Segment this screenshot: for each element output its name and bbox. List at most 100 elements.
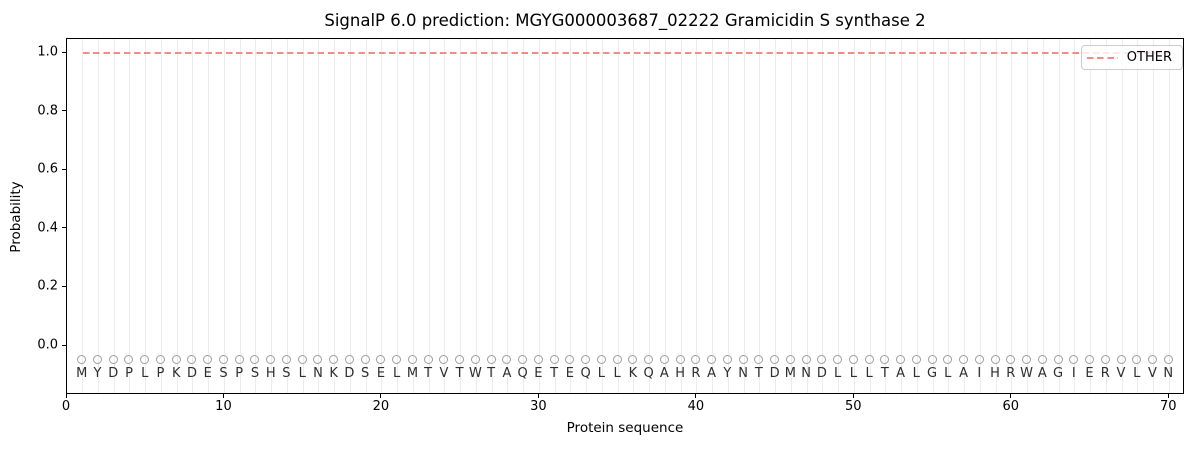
- residue-letter: S: [250, 366, 260, 382]
- legend-entry-label: OTHER: [1126, 50, 1172, 65]
- residue-marker-circle: [911, 355, 921, 365]
- residue-marker-circle: [927, 355, 937, 365]
- residue-marker-circle: [722, 355, 732, 365]
- residue-letter: A: [707, 366, 717, 382]
- residue-marker-circle: [801, 355, 811, 365]
- residue-letter: D: [344, 366, 355, 382]
- residue-marker-circle: [596, 355, 606, 365]
- residue-marker-circle: [171, 355, 181, 365]
- residue-letter: Q: [517, 366, 528, 382]
- residue-marker-circle: [833, 355, 843, 365]
- residue-marker-circle: [455, 355, 465, 365]
- residue-marker-circle: [754, 355, 764, 365]
- residue-letter: S: [361, 366, 370, 382]
- gridline: [302, 39, 304, 393]
- residue-marker-circle: [313, 355, 323, 365]
- x-tick-label: 20: [372, 399, 390, 414]
- residue-marker-circle: [155, 355, 165, 365]
- residue-marker-circle: [864, 355, 874, 365]
- gridline: [381, 39, 383, 393]
- residue-letter: N: [1163, 366, 1174, 382]
- residue-marker-circle: [297, 355, 307, 365]
- gridline: [696, 39, 698, 393]
- y-tick-label: 0.8: [37, 103, 58, 119]
- gridline: [192, 39, 194, 393]
- gridline: [586, 39, 588, 393]
- residue-letter: E: [534, 366, 543, 382]
- residue-letter: T: [424, 366, 433, 382]
- plot-area: [66, 38, 1184, 394]
- x-tick-mark: [380, 394, 382, 398]
- residue-marker-circle: [92, 355, 102, 365]
- gridline: [932, 39, 934, 393]
- residue-letter: W: [468, 366, 482, 382]
- gridline: [1027, 39, 1029, 393]
- legend: OTHER: [1080, 45, 1183, 70]
- residue-letter: V: [1116, 366, 1126, 382]
- legend-dashed-line-sample: [1086, 56, 1118, 59]
- residue-letter: E: [376, 366, 386, 382]
- residue-letter: L: [865, 366, 873, 382]
- x-tick-mark: [1167, 394, 1169, 398]
- gridline: [601, 39, 603, 393]
- residue-marker-circle: [880, 355, 890, 365]
- y-tick-mark: [62, 168, 66, 170]
- gridline: [712, 39, 714, 393]
- residue-marker-circle: [77, 355, 87, 365]
- residue-letter: H: [675, 366, 685, 382]
- residue-marker-circle: [628, 355, 638, 365]
- residue-marker-circle: [1132, 355, 1142, 365]
- gridline: [428, 39, 430, 393]
- residue-marker-circle: [266, 355, 276, 365]
- residue-letter: E: [565, 366, 574, 382]
- residue-marker-circle: [140, 355, 150, 365]
- gridline: [491, 39, 493, 393]
- residue-letter: L: [849, 366, 857, 382]
- gridline: [318, 39, 320, 393]
- gridline: [759, 39, 761, 393]
- y-tick-mark: [62, 51, 66, 53]
- residue-marker-circle: [281, 355, 291, 365]
- gridline: [97, 39, 99, 393]
- residue-letter: H: [265, 366, 276, 382]
- residue-letter: K: [329, 366, 338, 382]
- residue-letter: G: [927, 366, 938, 382]
- x-tick-label: 60: [1002, 399, 1020, 414]
- residue-marker-circle: [990, 355, 1000, 365]
- residue-letter: L: [944, 366, 952, 382]
- residue-letter: L: [597, 366, 605, 382]
- residue-letter: H: [990, 366, 1000, 382]
- residue-marker-circle: [1006, 355, 1016, 365]
- residue-letter: Y: [93, 366, 102, 382]
- gridline: [223, 39, 225, 393]
- residue-marker-circle: [439, 355, 449, 365]
- residue-letter: D: [108, 366, 119, 382]
- residue-marker-circle: [470, 355, 480, 365]
- residue-marker-circle: [502, 355, 512, 365]
- residue-marker-circle: [486, 355, 496, 365]
- residue-marker-circle: [707, 355, 717, 365]
- gridline: [1153, 39, 1154, 393]
- gridline: [334, 39, 336, 393]
- residue-letter: L: [393, 366, 401, 382]
- residue-marker-circle: [392, 355, 402, 365]
- residue-letter: E: [203, 366, 212, 382]
- gridline: [1168, 39, 1170, 393]
- residue-letter: L: [833, 366, 842, 382]
- residue-letter: R: [1100, 366, 1110, 382]
- x-axis-label: Protein sequence: [566, 420, 684, 436]
- gridline: [239, 39, 241, 393]
- residue-letter: N: [313, 366, 323, 382]
- residue-letter: D: [769, 366, 780, 382]
- residue-letter: T: [487, 366, 496, 382]
- gridline: [885, 39, 887, 393]
- gridline: [979, 39, 981, 393]
- residue-marker-circle: [203, 355, 213, 365]
- residue-marker-circle: [612, 355, 622, 365]
- residue-marker-circle: [974, 355, 984, 365]
- gridline: [964, 39, 966, 393]
- chart-title: SignalP 6.0 prediction: MGYG000003687_02…: [324, 11, 926, 30]
- x-tick-label: 50: [845, 399, 862, 414]
- residue-marker-circle: [1100, 355, 1110, 365]
- y-tick-label: 0.6: [37, 161, 58, 177]
